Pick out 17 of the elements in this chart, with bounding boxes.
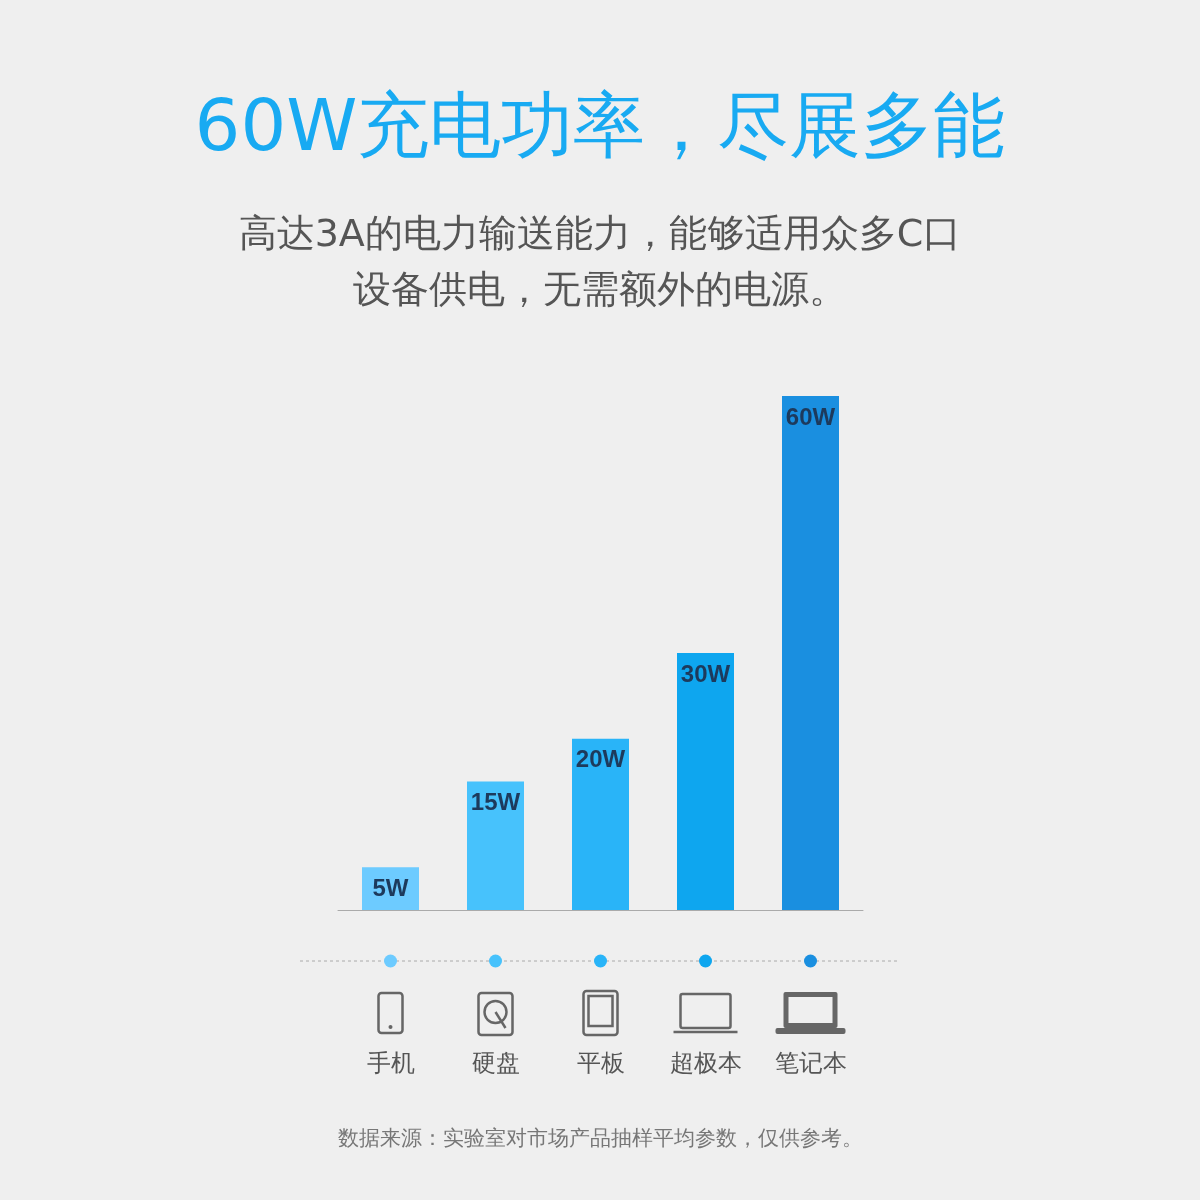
x-tick-label: 笔记本	[774, 1048, 847, 1076]
bar	[782, 396, 839, 910]
x-tick-label: 硬盘	[471, 1048, 520, 1076]
chart-title: 60W充电功率，尽展多能	[193, 82, 1007, 169]
bar	[467, 781, 524, 910]
x-tick-label: 平板	[576, 1048, 625, 1076]
data-label: 20W	[575, 745, 626, 773]
bar	[572, 738, 629, 910]
data-label: 60W	[785, 402, 836, 430]
data-label: 30W	[680, 659, 731, 687]
x-tick-label: 超极本	[669, 1048, 742, 1076]
source-note: 数据来源：实验室对市场产品抽样平均参数，仅供参考。	[336, 1125, 864, 1152]
x-tick-label: 手机	[366, 1048, 415, 1076]
data-label: 5W	[372, 873, 409, 901]
bar	[677, 653, 734, 910]
data-label: 15W	[470, 788, 521, 815]
chart-subtitle: 高达3A的电力输送能力，能够适用众多C口设备供电，无需额外的电源。	[237, 210, 963, 313]
